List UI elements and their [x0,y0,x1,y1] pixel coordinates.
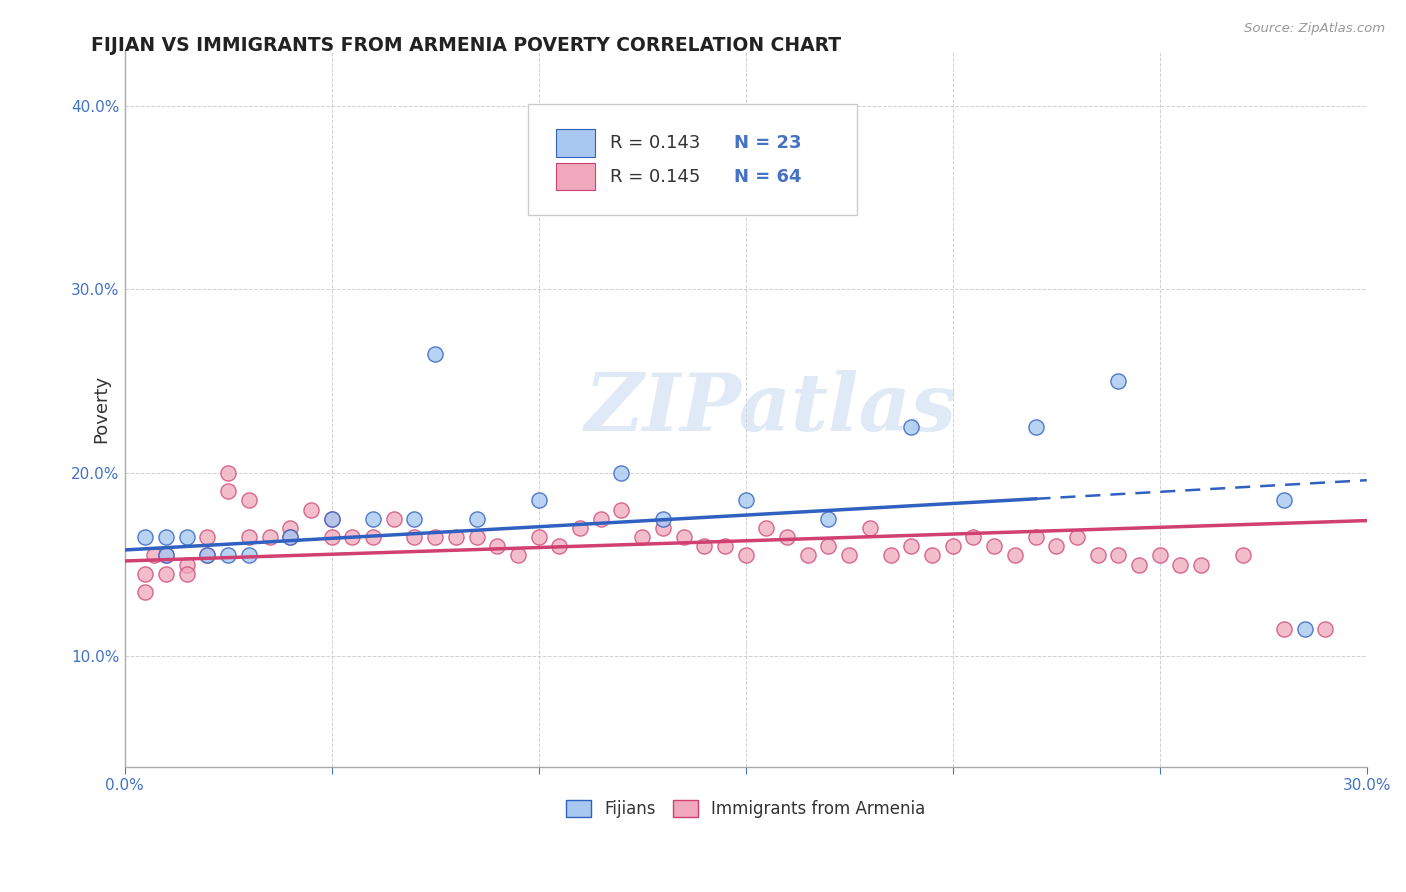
Point [486,539,509,553]
Point [921,549,943,563]
Point [134,530,156,544]
Point [900,539,922,553]
Point [423,530,446,544]
Point [1066,530,1088,544]
Point [1107,549,1129,563]
Point [610,502,633,516]
Point [942,539,965,553]
Point [176,558,198,572]
Point [142,549,165,563]
Point [278,521,301,535]
Point [527,530,550,544]
Point [1087,549,1109,563]
Y-axis label: Poverty: Poverty [93,375,111,442]
Point [1170,558,1192,572]
Point [361,530,384,544]
Point [879,549,901,563]
Point [817,512,839,526]
FancyBboxPatch shape [555,163,595,190]
Point [278,530,301,544]
Point [589,512,612,526]
Point [155,530,177,544]
Text: Source: ZipAtlas.com: Source: ZipAtlas.com [1244,22,1385,36]
Point [527,493,550,508]
Point [1189,558,1212,572]
Point [1045,539,1067,553]
Point [465,512,488,526]
Point [238,493,260,508]
Point [693,539,716,553]
Point [259,530,281,544]
Point [299,502,322,516]
Point [444,530,467,544]
Point [197,549,219,563]
Point [569,521,592,535]
Point [755,521,778,535]
Point [197,549,219,563]
Point [134,585,156,599]
Point [1107,374,1129,388]
Point [404,530,426,544]
Point [176,566,198,581]
Text: N = 64: N = 64 [734,168,801,186]
Point [1315,622,1337,636]
Point [321,512,343,526]
Text: FIJIAN VS IMMIGRANTS FROM ARMENIA POVERTY CORRELATION CHART: FIJIAN VS IMMIGRANTS FROM ARMENIA POVERT… [91,36,842,54]
Point [651,521,673,535]
Point [610,466,633,480]
Point [238,530,260,544]
Point [465,530,488,544]
Point [155,566,177,581]
Point [155,549,177,563]
Point [1272,493,1295,508]
Point [176,530,198,544]
Point [361,512,384,526]
Text: N = 23: N = 23 [734,134,801,152]
Point [631,530,654,544]
Point [734,493,756,508]
Point [714,539,737,553]
Legend: Fijians, Immigrants from Armenia: Fijians, Immigrants from Armenia [558,791,934,826]
Point [962,530,984,544]
Point [423,346,446,360]
Point [382,512,405,526]
Text: R = 0.143: R = 0.143 [610,134,700,152]
Point [1004,549,1026,563]
Point [1272,622,1295,636]
Point [217,549,239,563]
Point [838,549,860,563]
Point [155,549,177,563]
Point [321,530,343,544]
Point [134,566,156,581]
Point [672,530,695,544]
Point [734,549,756,563]
Point [1024,530,1046,544]
Text: R = 0.145: R = 0.145 [610,168,700,186]
Point [1232,549,1254,563]
Point [506,549,529,563]
Point [1294,622,1316,636]
Point [321,512,343,526]
Point [278,530,301,544]
Point [217,466,239,480]
Point [404,512,426,526]
FancyBboxPatch shape [555,129,595,157]
Point [548,539,571,553]
Point [797,549,820,563]
Point [197,530,219,544]
Point [900,420,922,434]
Point [983,539,1005,553]
Text: ZIPatlas: ZIPatlas [585,370,956,448]
Point [1149,549,1171,563]
Point [1128,558,1150,572]
Point [342,530,364,544]
Point [817,539,839,553]
Point [859,521,882,535]
Point [238,549,260,563]
Point [776,530,799,544]
FancyBboxPatch shape [529,104,858,215]
Point [651,512,673,526]
Point [1024,420,1046,434]
Point [217,484,239,499]
